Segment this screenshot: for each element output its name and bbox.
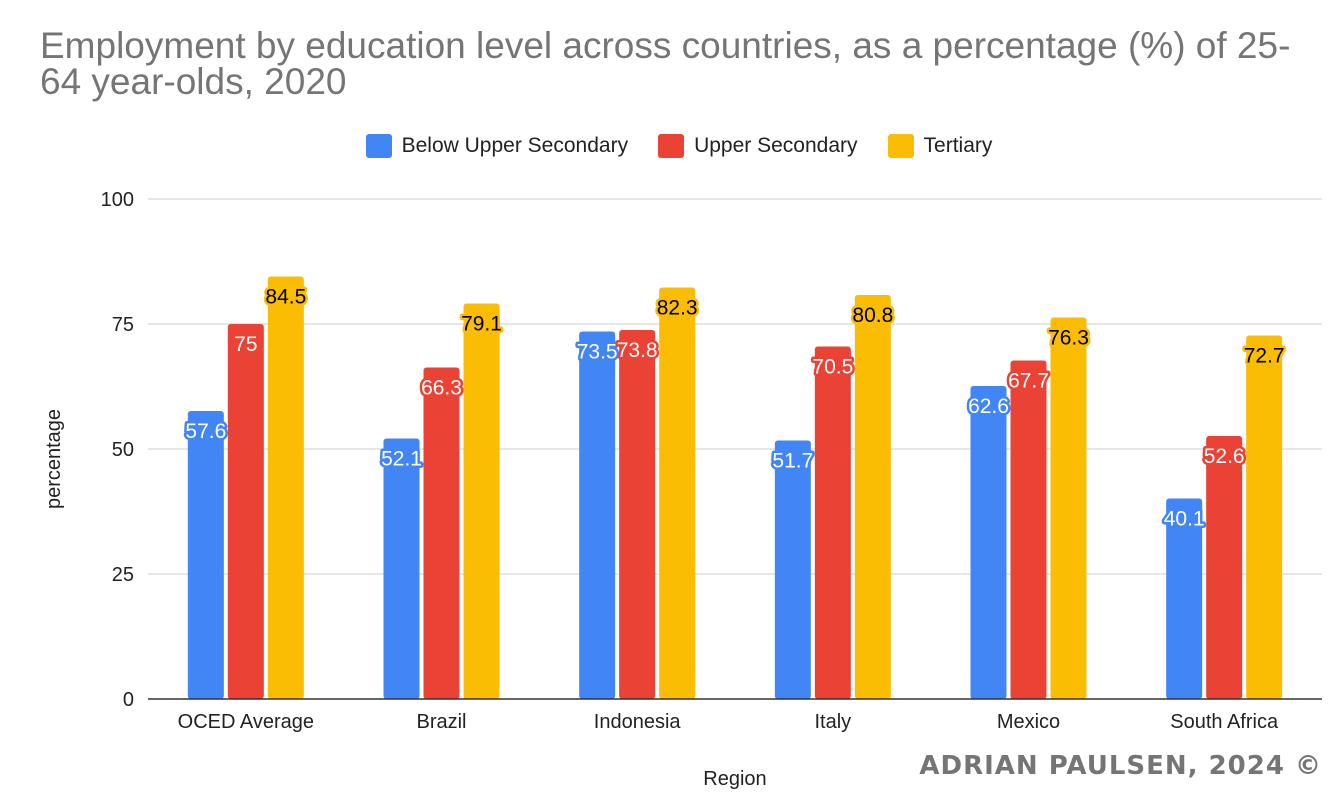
data-label-mexico-tertiary: 76.3 [1048,327,1089,350]
legend-swatch-upper-secondary [658,134,685,158]
data-label-italy-below-upper-secondary: 51.7 [772,450,813,473]
legend-label-below-upper-secondary: Below Upper Secondary [401,134,629,157]
y-tick-label-50: 50 [112,439,134,461]
data-label-mexico-below-upper-secondary: 62.6 [968,395,1009,418]
bar-indonesia-tertiary [659,287,696,699]
legend: Below Upper Secondary Upper Secondary Te… [0,134,1344,158]
legend-item-upper-secondary[interactable]: Upper Secondary [658,134,858,158]
bar-brazil-upper-secondary [423,367,460,699]
y-tick-label-75: 75 [112,314,134,336]
data-label-mexico-upper-secondary: 67.7 [1008,370,1049,393]
bar-italy-tertiary [854,295,891,699]
bar-italy-below-upper-secondary [774,440,811,699]
data-label-oced-average-tertiary: 84.5 [265,286,306,309]
data-label-brazil-tertiary: 79.1 [461,313,502,336]
data-label-brazil-below-upper-secondary: 52.1 [381,448,422,471]
x-tick-label-brazil: Brazil [416,711,466,733]
x-axis-title: Region [703,768,766,790]
y-axis-title: percentage [43,409,65,509]
bar-mexico-tertiary [1050,317,1087,699]
y-tick-label-0: 0 [123,689,134,711]
bar-mexico-below-upper-secondary [970,386,1007,699]
y-tick-label-100: 100 [101,189,134,211]
legend-swatch-below-upper-secondary [365,134,392,158]
copyright-text: ADRIAN PAULSEN, 2024 © [919,751,1322,781]
x-tick-label-mexico: Mexico [997,711,1060,733]
data-label-south-africa-tertiary: 72.7 [1244,345,1285,368]
bar-south-africa-below-upper-secondary [1166,498,1203,699]
y-tick-label-25: 25 [112,564,134,586]
data-label-indonesia-tertiary: 82.3 [657,297,698,320]
data-label-italy-tertiary: 80.8 [852,304,893,327]
bar-indonesia-upper-secondary [619,330,656,699]
data-label-oced-average-upper-secondary: 75 [234,333,257,356]
data-label-indonesia-below-upper-secondary: 73.5 [577,341,618,364]
x-tick-label-oced-average: OCED Average [178,711,314,733]
bar-south-africa-upper-secondary [1206,436,1243,699]
bar-mexico-upper-secondary [1010,360,1047,699]
legend-label-upper-secondary: Upper Secondary [694,134,858,157]
bar-brazil-tertiary [463,303,500,699]
bar-oced-average-below-upper-secondary [187,411,224,699]
legend-item-below-upper-secondary[interactable]: Below Upper Secondary [365,134,629,158]
bar-oced-average-tertiary [267,276,304,699]
legend-swatch-tertiary [887,134,914,158]
data-label-brazil-upper-secondary: 66.3 [421,377,462,400]
x-tick-label-indonesia: Indonesia [594,711,682,733]
bar-oced-average-upper-secondary [227,324,264,699]
x-tick-label-italy: Italy [814,711,851,733]
chart-title: Employment by education level across cou… [40,25,1291,102]
data-label-italy-upper-secondary: 70.5 [812,356,853,379]
data-label-south-africa-below-upper-secondary: 40.1 [1164,508,1205,531]
bar-italy-upper-secondary [814,346,851,699]
bar-brazil-below-upper-secondary [383,438,420,699]
legend-item-tertiary[interactable]: Tertiary [887,134,993,158]
data-label-indonesia-upper-secondary: 73.8 [617,339,658,362]
data-label-south-africa-upper-secondary: 52.6 [1204,445,1245,468]
bar-south-africa-tertiary [1246,335,1283,699]
legend-label-tertiary: Tertiary [923,134,993,157]
bar-indonesia-below-upper-secondary [579,331,616,699]
x-tick-label-south-africa: South Africa [1170,711,1279,733]
data-label-oced-average-below-upper-secondary: 57.6 [185,420,226,443]
